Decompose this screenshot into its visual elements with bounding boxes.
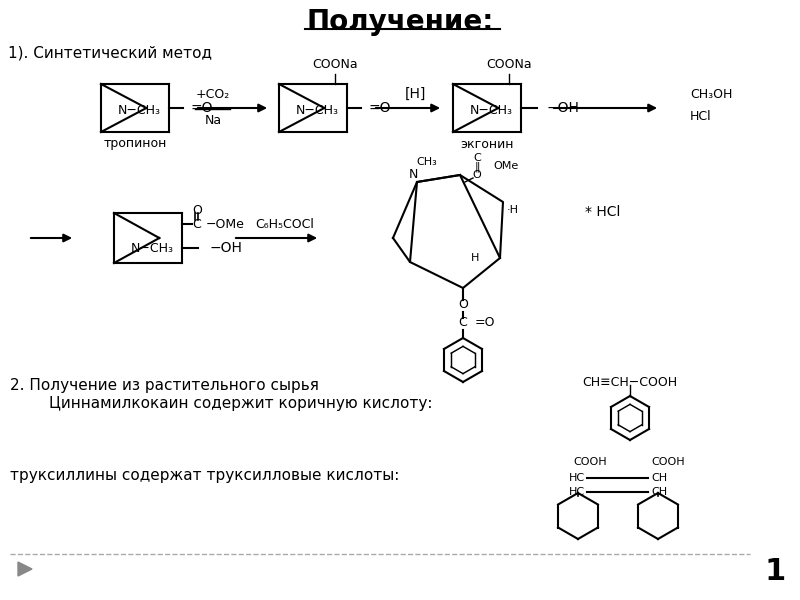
Text: O: O bbox=[473, 170, 482, 180]
Text: C: C bbox=[473, 153, 481, 163]
Text: O: O bbox=[192, 203, 202, 217]
Text: 1: 1 bbox=[764, 557, 786, 587]
Text: C: C bbox=[458, 317, 467, 329]
Text: C₆H₅COCl: C₆H₅COCl bbox=[255, 217, 314, 230]
Text: тропинон: тропинон bbox=[103, 137, 166, 151]
Text: =O: =O bbox=[475, 317, 495, 329]
Text: HC: HC bbox=[569, 473, 585, 483]
Text: CH₃OH: CH₃OH bbox=[690, 88, 732, 100]
Text: +CO₂: +CO₂ bbox=[196, 88, 230, 101]
Text: экгонин: экгонин bbox=[460, 137, 514, 151]
Text: N−CH₃: N−CH₃ bbox=[295, 103, 338, 116]
Text: 2. Получение из растительного сырья: 2. Получение из растительного сырья bbox=[10, 378, 319, 393]
Text: 1). Синтетический метод: 1). Синтетический метод bbox=[8, 45, 212, 60]
Text: Получение:: Получение: bbox=[306, 8, 494, 36]
Text: ‖: ‖ bbox=[474, 162, 480, 172]
Text: * HCl: * HCl bbox=[585, 205, 620, 219]
Polygon shape bbox=[18, 562, 32, 576]
Text: N−CH₃: N−CH₃ bbox=[118, 103, 161, 116]
Text: COOH: COOH bbox=[573, 457, 607, 467]
Text: COONa: COONa bbox=[312, 58, 358, 70]
Text: OMe: OMe bbox=[493, 161, 518, 171]
Text: COOH: COOH bbox=[651, 457, 685, 467]
Text: HCl: HCl bbox=[690, 110, 712, 124]
Text: COONa: COONa bbox=[486, 58, 532, 70]
Text: O: O bbox=[458, 298, 468, 311]
Text: труксиллины содержат труксилловые кислоты:: труксиллины содержат труксилловые кислот… bbox=[10, 468, 399, 483]
Text: −OH: −OH bbox=[210, 241, 243, 255]
Text: =O: =O bbox=[369, 101, 391, 115]
Text: N−CH₃: N−CH₃ bbox=[470, 103, 513, 116]
Text: C: C bbox=[192, 217, 201, 230]
Text: ·H: ·H bbox=[507, 205, 519, 215]
Text: [H]: [H] bbox=[404, 87, 426, 101]
Text: CH≡CH−COOH: CH≡CH−COOH bbox=[582, 376, 678, 389]
Text: HC: HC bbox=[569, 487, 585, 497]
Text: Циннамилкокаин содержит коричную кислоту:: Циннамилкокаин содержит коричную кислоту… bbox=[10, 396, 433, 411]
Text: CH₃: CH₃ bbox=[417, 157, 438, 167]
Text: −OH: −OH bbox=[547, 101, 580, 115]
Text: Na: Na bbox=[205, 115, 222, 127]
Text: N−CH₃: N−CH₃ bbox=[130, 241, 174, 254]
Text: =O: =O bbox=[191, 101, 214, 115]
Text: N: N bbox=[408, 169, 418, 181]
Text: CH: CH bbox=[651, 487, 667, 497]
Text: −OMe: −OMe bbox=[206, 217, 245, 230]
Text: CH: CH bbox=[651, 473, 667, 483]
Text: H: H bbox=[471, 253, 479, 263]
